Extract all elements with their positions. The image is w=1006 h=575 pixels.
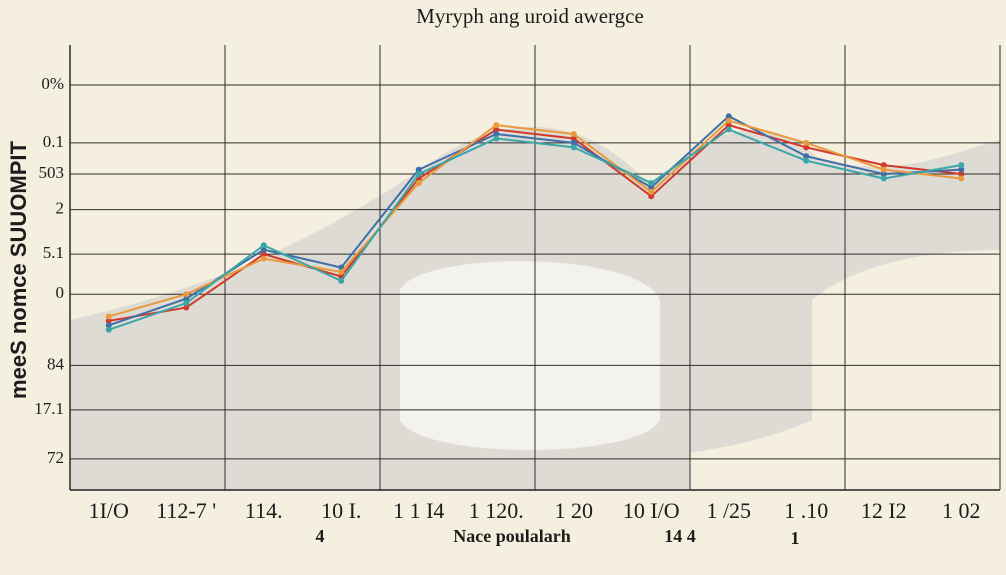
series-line [108,115,962,327]
data-point [803,144,810,151]
y-tick-label: 0 [56,283,65,302]
data-point [803,157,810,164]
x-tick-label: 12 I2 [861,498,907,523]
data-point [260,246,267,253]
data-point [648,184,655,191]
x-tick-label: 10 I. [321,498,361,523]
data-point [958,175,965,182]
data-point [570,135,577,142]
x-tick-label: 1 /25 [706,498,751,523]
y-tick-label: 17.1 [34,399,64,418]
y-tick-label: 503 [39,163,65,182]
y-tick-label: 0.1 [43,132,64,151]
data-point [648,193,655,200]
y-tick-label: 2 [56,199,65,218]
background-hole [400,261,660,450]
data-point [725,122,732,129]
data-point [648,179,655,186]
data-point [725,113,732,120]
data-point [415,171,422,178]
data-point [105,317,112,324]
annotation: 14 4 [664,526,696,546]
data-point [570,131,577,137]
data-point [493,131,500,137]
data-point [570,139,577,146]
data-point [105,313,112,320]
data-point [648,188,655,195]
data-point [260,251,267,258]
data-point [880,171,887,178]
data-point [958,171,965,178]
x-tick-label: 1 02 [942,498,981,523]
y-tick-label: 84 [47,354,65,373]
y-tick-label: 5.1 [43,243,64,262]
x-axis-label: Nace poulalarh [453,526,571,546]
x-tick-label: 1 20 [555,498,594,523]
data-point [570,144,577,151]
x-tick-label: 1 1 I4 [393,498,444,523]
series-line [108,124,962,322]
data-point [338,268,345,275]
data-point [183,295,190,302]
data-point [415,179,422,186]
y-tick-label: 72 [47,448,64,467]
data-point [183,291,190,298]
x-tick-label: 1I/O [89,498,129,523]
data-point [880,175,887,182]
data-point [260,255,267,262]
data-point [493,135,500,142]
y-tick-label: 0% [41,74,64,93]
data-point [415,166,422,173]
data-point [880,162,887,169]
data-point [803,153,810,160]
annotation: 4 [316,526,325,546]
x-tick-label: 10 I/O [623,498,680,523]
data-point [105,326,112,333]
series-line [108,128,962,331]
x-tick-label: 1 120. [469,498,524,523]
x-tick-label: 114. [245,498,283,523]
data-point [725,126,732,133]
data-point [958,166,965,173]
series-line [108,119,962,318]
x-tick-label: 112-7 ' [156,498,216,523]
data-point [803,139,810,146]
chart-title: Myryph ang uroid awergce [416,4,644,28]
data-point [725,117,732,124]
data-point [958,162,965,169]
annotation: 1 [791,528,800,548]
data-point [338,277,345,284]
data-point [183,300,190,307]
data-point [880,166,887,173]
data-point [493,126,500,133]
data-point [493,122,500,129]
y-axis-label: meeS nomce SUUOMPIT [6,140,31,399]
data-point [105,322,112,329]
data-point [260,242,267,249]
data-point [183,304,190,311]
x-tick-label: 1 .10 [784,498,828,523]
